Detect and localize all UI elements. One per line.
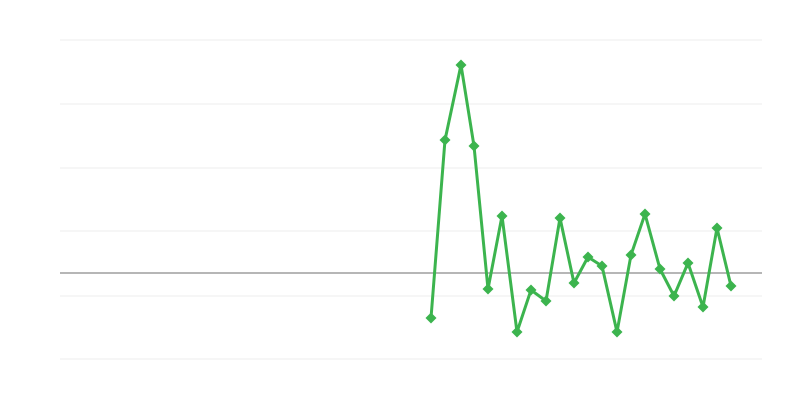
data-point-marker (511, 326, 523, 338)
data-point-marker (611, 326, 623, 338)
data-point-marker (697, 301, 709, 313)
data-point-marker (625, 249, 637, 261)
series-line (429, 63, 733, 334)
data-point-marker (582, 251, 594, 263)
gridlines (60, 39, 762, 360)
data-point-marker (439, 134, 451, 146)
data-point-marker (425, 312, 437, 324)
data-point-marker (668, 290, 680, 302)
data-point-marker (554, 212, 566, 224)
data-point-marker (525, 284, 537, 296)
data-point-marker (654, 263, 666, 275)
data-point-marker (682, 257, 694, 269)
data-point-marker (496, 210, 508, 222)
data-point-marker (639, 208, 651, 220)
data-point-marker (455, 59, 467, 71)
data-point-marker (568, 277, 580, 289)
data-point-marker (725, 280, 737, 292)
data-point-marker (711, 222, 723, 234)
data-point-marker (482, 283, 494, 295)
data-point-marker (468, 140, 480, 152)
series-markers (425, 59, 737, 338)
data-point-marker (596, 260, 608, 272)
data-point-marker (540, 295, 552, 307)
